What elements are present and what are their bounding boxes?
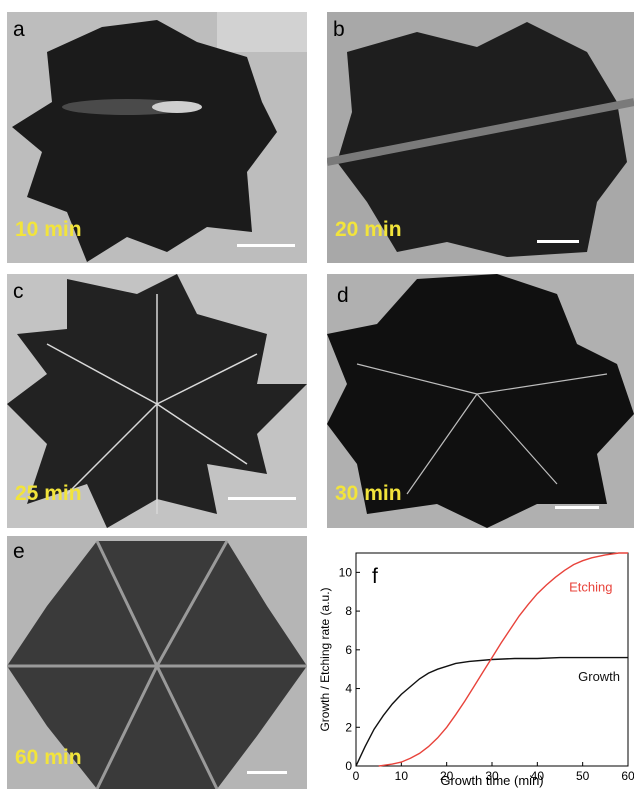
micrograph-panel-a: a 10 min <box>7 12 307 263</box>
scale-bar-a <box>237 244 295 247</box>
panel-label-e: e <box>13 540 25 563</box>
micrograph-image-d <box>327 274 634 528</box>
micrograph-panel-b: b 20 min <box>327 12 634 263</box>
series-line-growth <box>355 656 628 767</box>
time-label-b: 20 min <box>335 218 402 241</box>
x-tick-label: 50 <box>576 769 590 783</box>
micrograph-image-a <box>7 12 307 263</box>
panel-label-d: d <box>337 284 349 307</box>
y-tick-label: 2 <box>345 720 352 734</box>
y-tick-label: 8 <box>345 604 352 618</box>
series-line-etching <box>378 552 628 767</box>
scale-bar-c <box>228 497 296 500</box>
x-tick-label: 0 <box>353 769 360 783</box>
time-label-d: 30 min <box>335 482 402 505</box>
series-label-growth: Growth <box>578 669 620 684</box>
x-tick-label: 10 <box>395 769 409 783</box>
scale-bar-e <box>247 771 287 774</box>
y-tick-label: 0 <box>345 759 352 773</box>
y-tick-label: 10 <box>339 565 353 579</box>
panel-label-b: b <box>333 18 345 41</box>
x-tick-label: 30 <box>485 769 499 783</box>
y-axis-label: Growth / Etching rate (a.u.) <box>318 587 332 731</box>
micrograph-image-c <box>7 274 307 528</box>
y-tick-label: 4 <box>345 682 352 696</box>
time-label-a: 10 min <box>15 218 82 241</box>
micrograph-panel-d: d 30 min <box>327 274 634 528</box>
micrograph-panel-e: e 60 min <box>7 536 307 789</box>
x-tick-label: 20 <box>440 769 454 783</box>
x-tick-label: 60 <box>621 769 634 783</box>
y-tick-label: 6 <box>345 643 352 657</box>
x-tick-label: 40 <box>531 769 545 783</box>
panel-label-c: c <box>13 280 24 303</box>
growth-etching-chart: 0 10 20 30 40 50 60 0 2 4 6 8 10 Growth time (min) Gro… <box>318 552 634 788</box>
x-axis-label: Growth time (min) <box>440 773 543 788</box>
scale-bar-d <box>555 506 599 509</box>
scale-bar-b <box>537 240 579 243</box>
series-label-etching: Etching <box>569 580 612 595</box>
time-label-e: 60 min <box>15 746 82 769</box>
micrograph-image-b <box>327 12 634 263</box>
micrograph-panel-c: c 25 min <box>7 274 307 528</box>
time-label-c: 25 min <box>15 482 82 505</box>
panel-label-a: a <box>13 18 25 41</box>
panel-label-f: f <box>372 565 378 588</box>
micrograph-image-e <box>7 536 307 789</box>
